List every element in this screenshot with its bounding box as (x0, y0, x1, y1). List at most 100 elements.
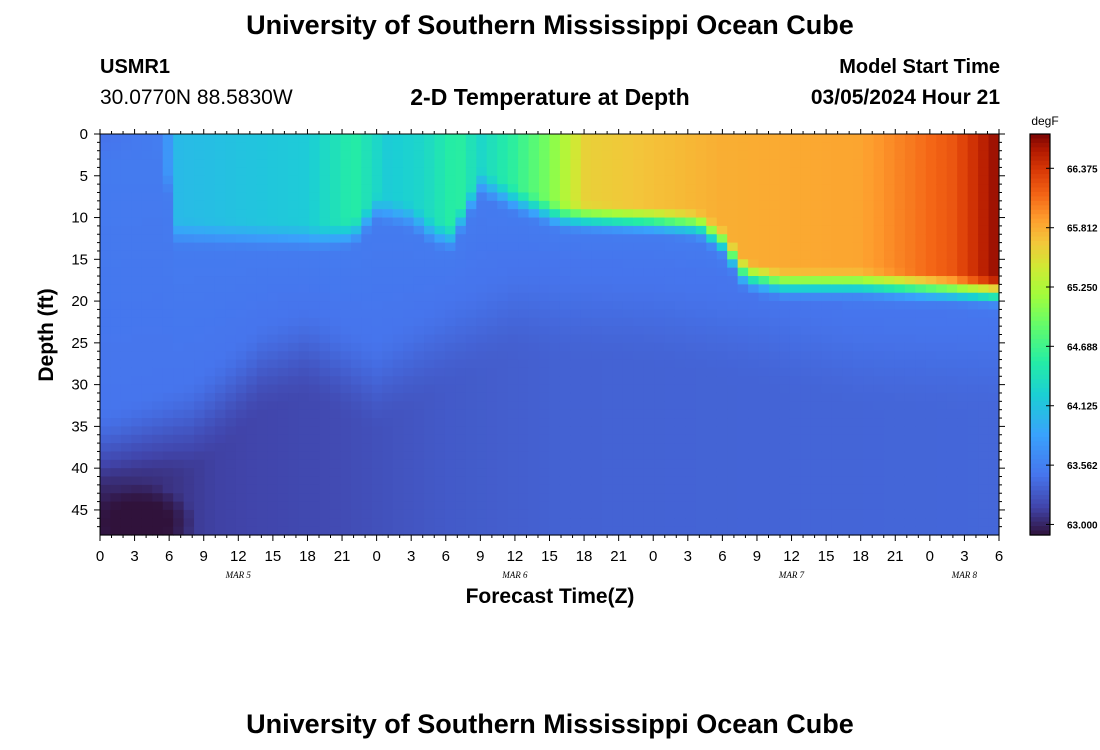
heatmap-cell (350, 326, 362, 336)
heatmap-cell (298, 167, 310, 177)
heatmap-cell (622, 409, 634, 419)
heatmap-cell (162, 351, 174, 361)
heatmap-cell (685, 334, 697, 344)
heatmap-cell (633, 301, 645, 311)
heatmap-cell (831, 459, 843, 469)
heatmap-cell (277, 192, 289, 202)
heatmap-cell (549, 401, 561, 411)
heatmap-cell (591, 242, 603, 252)
heatmap-cell (622, 309, 634, 319)
heatmap-cell (528, 150, 540, 160)
heatmap-cell (727, 284, 739, 294)
heatmap-cell (246, 518, 258, 528)
colorbar-segment (1030, 508, 1050, 514)
heatmap-cell (654, 225, 666, 235)
heatmap-cell (591, 292, 603, 302)
heatmap-cell (152, 250, 164, 260)
heatmap-cell (674, 418, 686, 427)
heatmap-cell (455, 267, 467, 277)
heatmap-cell (413, 426, 425, 436)
heatmap-cell (319, 234, 331, 244)
heatmap-cell (842, 284, 854, 294)
heatmap-cell (131, 434, 143, 444)
heatmap-cell (361, 443, 373, 453)
heatmap-cell (361, 484, 373, 494)
heatmap-cell (173, 509, 185, 519)
heatmap-cell (183, 451, 195, 461)
heatmap-cell (716, 250, 728, 260)
heatmap-cell (580, 418, 592, 427)
heatmap-cell (748, 234, 760, 244)
heatmap-cell (643, 242, 655, 252)
heatmap-cell (455, 501, 467, 511)
heatmap-cell (131, 134, 143, 143)
heatmap-cell (455, 159, 467, 169)
heatmap-cell (340, 526, 352, 536)
heatmap-cell (706, 359, 718, 369)
heatmap-cell (706, 326, 718, 336)
heatmap-cell (706, 292, 718, 302)
heatmap-cell (685, 309, 697, 319)
heatmap-cell (695, 134, 707, 143)
heatmap-cell (978, 259, 990, 269)
heatmap-cell (758, 509, 770, 519)
heatmap-cell (267, 217, 279, 227)
heatmap-cell (842, 418, 854, 427)
heatmap-cell (120, 242, 132, 252)
heatmap-cell (141, 518, 153, 528)
heatmap-cell (758, 276, 770, 285)
heatmap-cell (444, 384, 457, 394)
heatmap-cell (497, 267, 509, 277)
heatmap-cell (309, 392, 321, 402)
heatmap-cell (528, 134, 540, 143)
heatmap-cell (403, 401, 415, 411)
heatmap-cell (100, 476, 112, 486)
heatmap-cell (476, 476, 488, 486)
heatmap-cell (706, 284, 718, 294)
heatmap-cell (507, 509, 519, 519)
heatmap-cell (549, 292, 561, 302)
heatmap-cell (434, 284, 446, 294)
heatmap-cell (654, 242, 666, 252)
heatmap-cell (559, 309, 571, 319)
heatmap-cell (873, 225, 885, 235)
heatmap-cell (591, 451, 603, 461)
heatmap-cell (612, 192, 624, 202)
heatmap-cell (643, 209, 655, 219)
heatmap-cell (371, 301, 383, 311)
heatmap-cell (518, 409, 530, 419)
heatmap-cell (131, 459, 143, 469)
colorbar-segment (1030, 218, 1050, 224)
heatmap-cell (884, 167, 896, 177)
heatmap-cell (967, 142, 979, 152)
heatmap-cell (978, 409, 990, 419)
heatmap-cell (298, 484, 310, 494)
heatmap-cell (392, 367, 404, 377)
heatmap-cell (444, 175, 457, 185)
heatmap-cell (863, 468, 875, 478)
heatmap-cell (277, 150, 289, 160)
heatmap-cell (235, 351, 247, 361)
heatmap-cell (904, 384, 916, 394)
heatmap-cell (235, 250, 247, 260)
heatmap-cell (769, 217, 781, 227)
heatmap-cell (267, 250, 279, 260)
heatmap-cell (403, 409, 415, 419)
heatmap-cell (936, 209, 948, 219)
heatmap-cell (528, 342, 540, 352)
heatmap-cell (716, 384, 728, 394)
heatmap-cell (789, 250, 801, 260)
heatmap-cell (852, 384, 864, 394)
heatmap-cell (392, 309, 404, 319)
heatmap-cell (465, 242, 477, 252)
heatmap-cell (455, 259, 467, 269)
heatmap-cell (957, 284, 969, 294)
colorbar-segment (1030, 405, 1050, 411)
heatmap-cell (978, 426, 990, 436)
heatmap-cell (100, 334, 112, 344)
heatmap-cell (580, 459, 592, 469)
heatmap-cell (664, 334, 676, 344)
heatmap-cell (842, 175, 854, 185)
heatmap-cell (664, 501, 676, 511)
heatmap-cell (946, 134, 958, 143)
